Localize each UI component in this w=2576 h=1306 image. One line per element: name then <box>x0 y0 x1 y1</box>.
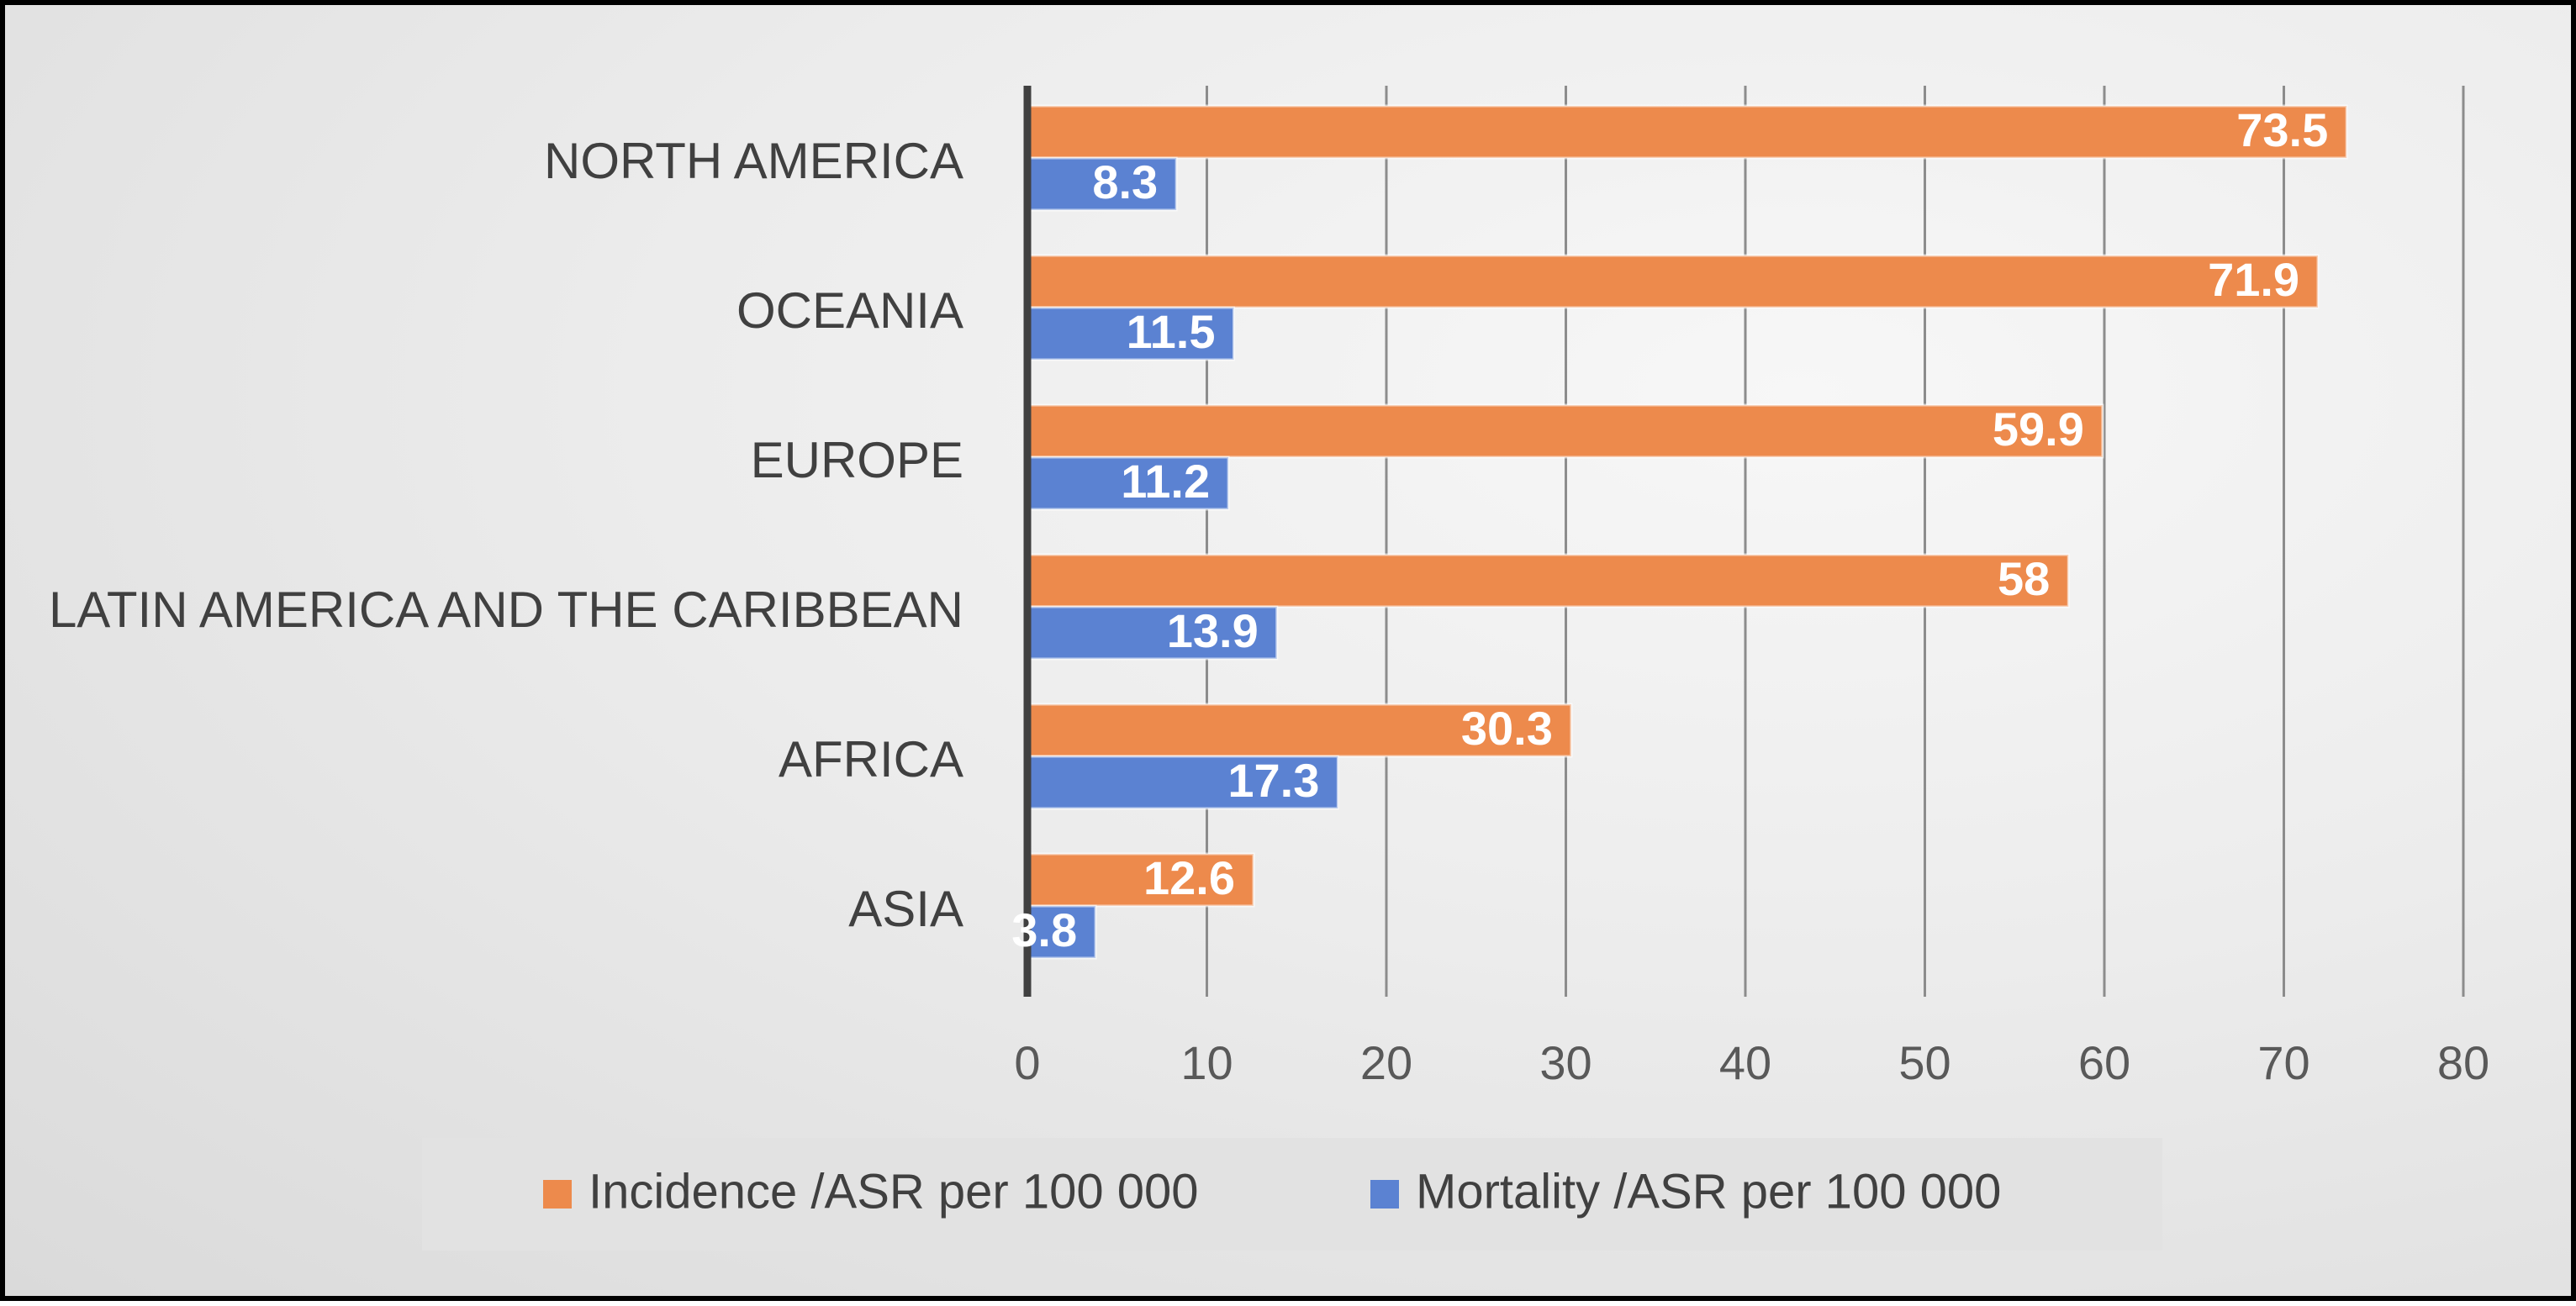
legend-label-mortality: Mortality /ASR per 100 000 <box>1416 1164 2001 1219</box>
bar-incidence-latin-america-and-the-caribbean <box>1026 553 2070 608</box>
bar-incidence-africa <box>1026 703 1573 758</box>
bar-mortality-oceania <box>1026 306 1236 361</box>
bar-incidence-oceania <box>1026 254 2320 309</box>
data-label-mortality-europe: 11.2 <box>1121 455 1210 508</box>
data-label-incidence-africa: 30.3 <box>1461 702 1553 755</box>
data-label-mortality-asia: 3.8 <box>1011 903 1077 956</box>
x-tick-label-40: 40 <box>1719 1036 1771 1089</box>
x-tick-label-10: 10 <box>1180 1036 1233 1089</box>
bar-mortality-asia <box>1026 904 1097 960</box>
data-label-mortality-africa: 17.3 <box>1227 754 1319 807</box>
bar-mortality-europe <box>1026 456 1230 511</box>
data-label-incidence-asia: 12.6 <box>1143 851 1235 904</box>
x-tick-label-30: 30 <box>1539 1036 1592 1089</box>
bar-chart: 0 10 20 30 40 50 60 70 80 NORTH AMERICA 73.5 8.3 OCE… <box>49 86 2489 1251</box>
data-label-incidence-north-america: 73.5 <box>2236 103 2328 156</box>
labels: 0 10 20 30 40 50 60 70 80 NORTH AMERICA 73.5 8.3 OCE… <box>49 103 2489 1089</box>
data-label-incidence-latin-america-and-the-caribbean: 58 <box>1998 552 2050 605</box>
x-tick-label-60: 60 <box>2078 1036 2130 1089</box>
legend-swatch-mortality <box>1370 1180 1399 1209</box>
x-tick-label-20: 20 <box>1360 1036 1412 1089</box>
legend-label-incidence: Incidence /ASR per 100 000 <box>589 1164 1198 1219</box>
category-label-oceania: OCEANIA <box>736 282 963 339</box>
data-label-mortality-latin-america-and-the-caribbean: 13.9 <box>1167 604 1259 657</box>
x-tick-label-50: 50 <box>1898 1036 1950 1089</box>
legend-box <box>422 1138 2162 1251</box>
bar-mortality-latin-america-and-the-caribbean <box>1026 605 1279 661</box>
data-label-mortality-oceania: 11.5 <box>1127 305 1216 358</box>
bars <box>1026 104 2348 960</box>
gridlines <box>1206 86 2465 997</box>
category-label-latin-america-and-the-caribbean: LATIN AMERICA AND THE CARIBBEAN <box>49 582 963 638</box>
category-label-north-america: NORTH AMERICA <box>544 133 963 189</box>
bar-incidence-europe <box>1026 403 2104 459</box>
category-label-europe: EUROPE <box>751 432 963 488</box>
category-label-asia: ASIA <box>848 881 963 937</box>
legend-swatch-incidence <box>543 1180 572 1209</box>
bar-mortality-africa <box>1026 755 1339 810</box>
bar-incidence-north-america <box>1026 104 2348 160</box>
data-label-mortality-north-america: 8.3 <box>1092 155 1158 208</box>
category-label-africa: AFRICA <box>779 731 963 787</box>
bar-incidence-asia <box>1026 852 1255 908</box>
data-label-incidence-oceania: 71.9 <box>2208 253 2299 306</box>
data-label-incidence-europe: 59.9 <box>1993 403 2084 456</box>
x-tick-label-70: 70 <box>2257 1036 2309 1089</box>
x-tick-label-80: 80 <box>2437 1036 2489 1089</box>
x-tick-label-0: 0 <box>1014 1036 1040 1089</box>
legend: Incidence /ASR per 100 000 Mortality /ASR… <box>422 1138 2162 1251</box>
